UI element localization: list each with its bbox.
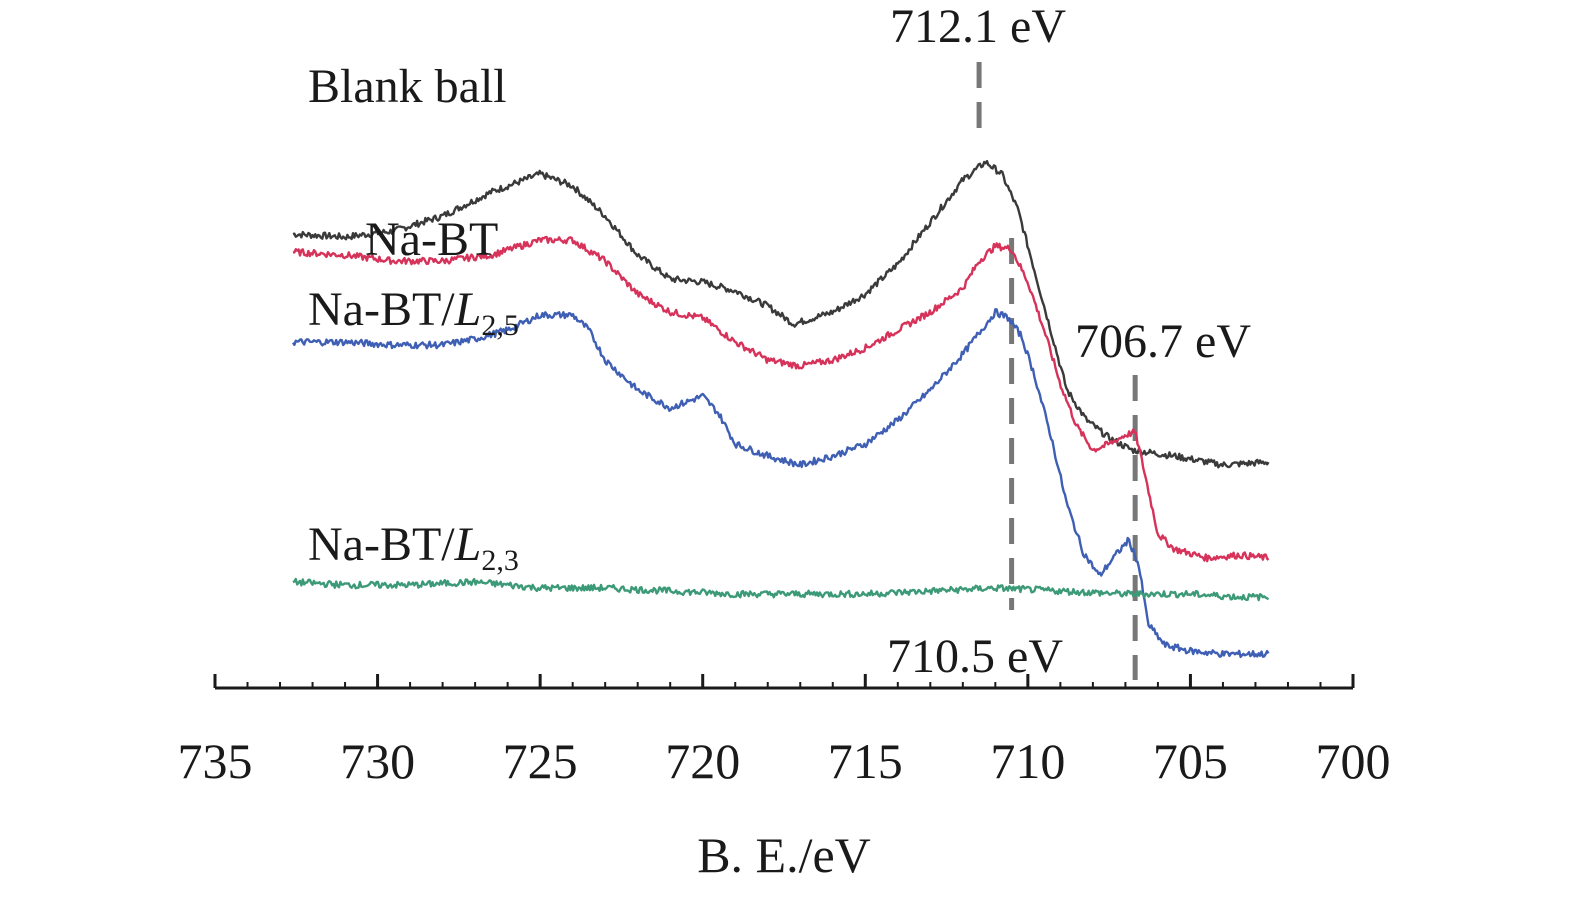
annotation-label-2: 710.5 eV <box>887 630 1063 683</box>
x-axis-title: B. E./eV <box>697 827 871 883</box>
series-line-3 <box>291 308 1270 659</box>
x-tick-label-715: 715 <box>828 733 903 789</box>
x-tick-label-725: 725 <box>503 733 578 789</box>
x-tick-label-730: 730 <box>340 733 415 789</box>
series-labels: Blank ball Na-BT Na-BT/L2,5 Na-BT/L2,3 <box>308 60 519 577</box>
annotation-label-3: 706.7 eV <box>1075 315 1251 368</box>
annotation-label-1: 712.1 eV <box>890 0 1066 53</box>
series-label-1: Blank ball <box>308 60 507 113</box>
series-label-2: Na-BT <box>365 213 498 266</box>
series-label-3: Na-BT/L2,5 <box>308 283 519 342</box>
series-lines <box>291 159 1270 659</box>
series-line-1 <box>292 159 1270 469</box>
series-label-4: Na-BT/L2,3 <box>308 518 519 577</box>
x-tick-label-735: 735 <box>178 733 253 789</box>
series-line-4 <box>292 577 1270 602</box>
x-tick-label-705: 705 <box>1153 733 1228 789</box>
x-tick-label-720: 720 <box>665 733 740 789</box>
series-line-2 <box>292 235 1270 563</box>
x-tick-labels: 735 730 725 720 715 710 705 700 <box>178 733 1391 789</box>
x-axis <box>213 674 1355 690</box>
x-tick-label-700: 700 <box>1316 733 1391 789</box>
annotation-labels: 712.1 eV 710.5 eV 706.7 eV <box>887 0 1251 683</box>
x-tick-label-710: 710 <box>990 733 1065 789</box>
annotation-lines <box>976 62 1138 680</box>
